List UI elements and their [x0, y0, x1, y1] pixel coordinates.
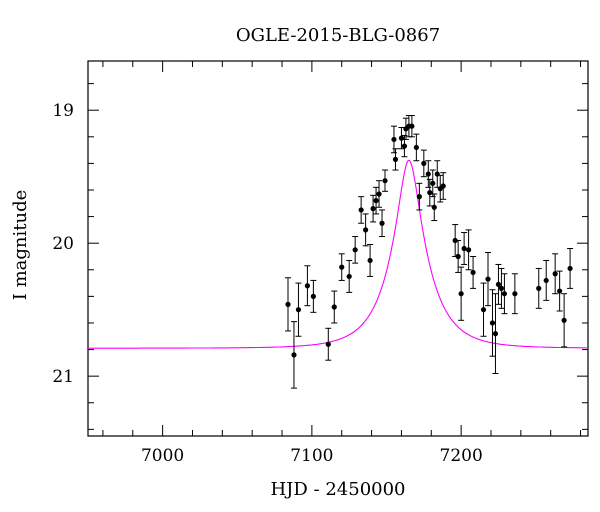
- data-point: [492, 331, 499, 337]
- chart-title: OGLE-2015-BLG-0867: [236, 25, 440, 46]
- model-curve: [88, 159, 588, 349]
- y-tick-label: 19: [52, 101, 74, 121]
- data-point: [409, 123, 415, 129]
- data-point: [430, 180, 436, 186]
- data-point: [461, 245, 467, 252]
- data-point: [363, 227, 369, 233]
- plot-frame: [87, 60, 589, 437]
- data-point: [498, 285, 505, 291]
- y-axis-label: I magnitude: [10, 190, 31, 301]
- data-point: [346, 273, 352, 280]
- data-point: [427, 190, 433, 196]
- data-point: [512, 291, 518, 297]
- data-point: [536, 285, 542, 291]
- data-point: [416, 194, 422, 200]
- data-point: [431, 204, 437, 210]
- data-point: [557, 288, 563, 294]
- plot-area: 7000 7100 7200 19 20 21: [52, 60, 589, 466]
- x-tick-label: 7200: [440, 446, 483, 466]
- data-point: [567, 265, 573, 272]
- data-point: [458, 291, 464, 297]
- data-point: [339, 264, 345, 270]
- x-tick-label: 7100: [290, 446, 333, 466]
- x-axis-label: HJD - 2450000: [270, 479, 405, 500]
- data-point: [379, 220, 385, 226]
- data-point: [425, 171, 431, 177]
- data-point: [285, 301, 291, 307]
- data-point: [501, 291, 508, 297]
- data-point: [295, 307, 302, 313]
- data-point: [552, 271, 558, 277]
- data-point: [392, 156, 399, 163]
- data-point: [495, 281, 502, 288]
- x-tick-label: 7000: [141, 446, 184, 466]
- data-point: [304, 283, 311, 289]
- y-tick-label: 20: [52, 234, 74, 254]
- data-point: [413, 144, 419, 151]
- data-point: [370, 206, 376, 212]
- data-point: [325, 341, 331, 347]
- y-tick-label: 21: [52, 367, 74, 387]
- data-point: [543, 277, 549, 284]
- data-point: [455, 253, 461, 260]
- data-point: [376, 191, 382, 197]
- data-point: [489, 320, 496, 326]
- data-point: [352, 247, 358, 253]
- data-point: [401, 143, 408, 149]
- data-point: [391, 136, 397, 143]
- data-point: [367, 257, 373, 264]
- data-point: [561, 317, 567, 323]
- data-point: [373, 198, 379, 204]
- data-point: [480, 307, 487, 313]
- data-point: [331, 304, 337, 310]
- data-point: [485, 276, 491, 282]
- data-point: [470, 269, 476, 276]
- data-point: [421, 160, 427, 166]
- data-point: [358, 207, 364, 213]
- data-point: [465, 247, 472, 253]
- data-point: [440, 183, 446, 189]
- data-point: [382, 178, 388, 184]
- data-point: [291, 352, 297, 358]
- data-point: [398, 135, 405, 141]
- data-point: [310, 293, 316, 299]
